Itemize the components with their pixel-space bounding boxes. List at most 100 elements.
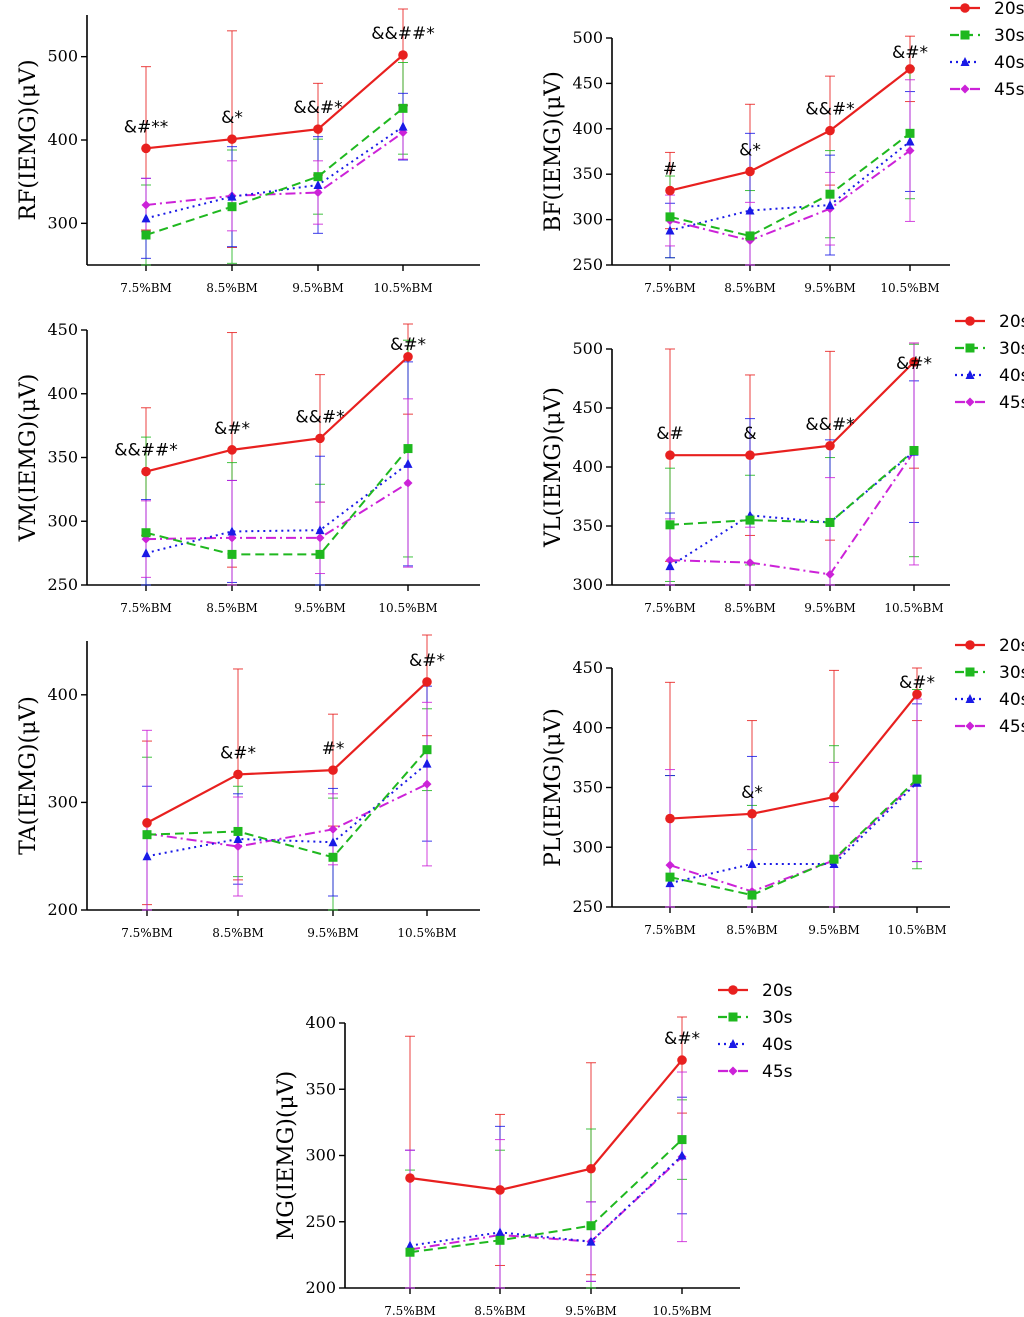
series-line-40s xyxy=(409,1154,683,1247)
data-point-30s xyxy=(142,830,152,840)
data-point-45s xyxy=(825,569,835,579)
data-point-30s xyxy=(495,1235,505,1245)
y-tick-label: 250 xyxy=(572,897,603,916)
x-tick-label: 9.5%BM xyxy=(565,1304,617,1317)
data-point-30s xyxy=(586,1221,596,1231)
data-point-40s xyxy=(495,1227,505,1237)
significance-annotation: &&#* xyxy=(295,407,344,427)
x-tick-label: 9.5%BM xyxy=(808,923,860,937)
x-tick-label: 7.5%BM xyxy=(644,601,696,615)
legend: 20s 30s 40s 45s xyxy=(955,312,1024,413)
data-point-30s xyxy=(328,852,338,862)
y-tick-label: 200 xyxy=(305,1278,336,1297)
data-point-40s xyxy=(227,191,237,201)
y-tick-label: 300 xyxy=(572,837,603,856)
data-point-45s xyxy=(665,860,675,870)
data-point-20s xyxy=(747,808,757,819)
legend-label-40s: 40s xyxy=(762,1035,793,1055)
data-point-20s xyxy=(403,351,413,362)
x-tick-label: 8.5%BM xyxy=(206,281,258,295)
y-tick-label: 500 xyxy=(572,339,603,358)
data-point-30s xyxy=(665,212,675,222)
data-point-45s xyxy=(665,555,675,565)
data-point-30s xyxy=(909,445,919,455)
y-tick-label: 250 xyxy=(305,1212,336,1231)
data-point-20s xyxy=(141,466,151,477)
y-tick-label: 300 xyxy=(47,511,78,530)
significance-annotation: &#** xyxy=(124,117,169,137)
significance-annotation: &* xyxy=(741,783,763,803)
data-point-20s xyxy=(829,792,839,802)
data-point-30s xyxy=(745,515,755,525)
x-tick-label: 7.5%BM xyxy=(120,601,172,615)
legend-marker-30s xyxy=(965,343,975,353)
x-tick-label: 7.5%BM xyxy=(121,926,173,940)
legend-label-20s: 20s xyxy=(999,636,1024,656)
series-line-45s xyxy=(409,1156,683,1251)
y-axis-label: MG(IEMG)(μV) xyxy=(274,1071,299,1240)
legend-label-45s: 45s xyxy=(999,717,1024,737)
significance-annotation: &#* xyxy=(390,335,426,355)
series-line-20s xyxy=(145,355,409,473)
series-line-30s xyxy=(669,132,911,238)
x-tick-label: 8.5%BM xyxy=(206,601,258,615)
data-point-20s xyxy=(912,689,922,700)
series-line-40s xyxy=(669,140,911,232)
significance-annotation: &#* xyxy=(664,1029,700,1049)
data-point-30s xyxy=(398,103,408,113)
data-point-20s xyxy=(745,166,755,177)
series-line-20s xyxy=(146,681,428,824)
data-point-20s xyxy=(586,1163,596,1174)
legend: 20s 30s 40s 45s xyxy=(718,981,793,1082)
series-line-20s xyxy=(669,693,918,820)
series-line-45s xyxy=(669,451,915,576)
y-tick-label: 350 xyxy=(47,448,78,467)
data-point-20s xyxy=(227,134,237,144)
y-tick-label: 450 xyxy=(47,320,78,339)
series-line-30s xyxy=(669,449,915,526)
data-point-30s xyxy=(403,444,413,454)
y-tick-label: 400 xyxy=(47,685,78,704)
x-tick-label: 10.5%BM xyxy=(880,281,939,295)
x-tick-label: 9.5%BM xyxy=(804,601,856,615)
series-line-45s xyxy=(669,149,911,242)
data-point-30s xyxy=(665,520,675,530)
y-tick-label: 500 xyxy=(572,28,603,47)
data-point-45s xyxy=(313,188,323,197)
data-point-20s xyxy=(141,143,151,154)
series-line-45s xyxy=(145,482,409,541)
data-point-40s xyxy=(398,121,408,131)
data-point-20s xyxy=(909,357,919,367)
data-point-20s xyxy=(227,445,237,455)
legend-label-40s: 40s xyxy=(994,53,1024,73)
x-tick-label: 10.5%BM xyxy=(887,923,946,937)
legend-label-45s: 45s xyxy=(994,80,1024,100)
chart-panel-1: 300 400 500 7.5%BM 8.5%BM 9.5%BM 10.5%BM RF(IEM… xyxy=(16,8,480,295)
data-point-40s xyxy=(905,136,915,146)
legend-label-40s: 40s xyxy=(999,690,1024,710)
y-tick-label: 350 xyxy=(572,164,603,183)
series-line-40s xyxy=(146,762,428,858)
y-tick-label: 300 xyxy=(47,792,78,811)
data-point-30s xyxy=(141,528,151,538)
y-tick-label: 350 xyxy=(572,516,603,535)
data-point-40s xyxy=(745,205,755,215)
data-point-20s xyxy=(233,769,243,780)
data-point-30s xyxy=(829,854,839,864)
x-tick-label: 7.5%BM xyxy=(644,281,696,295)
chart-panel-7: 200 250 300 350 400 7.5%BM 8.5%BM 9.5%BM 10.5%BM… xyxy=(274,981,793,1317)
data-point-45s xyxy=(141,200,151,210)
series-line-20s xyxy=(670,361,915,457)
series-line-40s xyxy=(669,450,915,567)
legend-marker-30s xyxy=(728,1012,738,1022)
legend-marker-45s xyxy=(965,721,975,731)
significance-annotation: &&##* xyxy=(114,441,178,461)
data-point-20s xyxy=(313,124,323,134)
x-tick-label: 7.5%BM xyxy=(384,1304,436,1317)
x-tick-label: 9.5%BM xyxy=(292,281,344,295)
data-point-40s xyxy=(405,1240,415,1250)
data-point-20s xyxy=(328,765,338,775)
data-point-45s xyxy=(403,478,413,488)
data-point-40s xyxy=(315,525,325,535)
